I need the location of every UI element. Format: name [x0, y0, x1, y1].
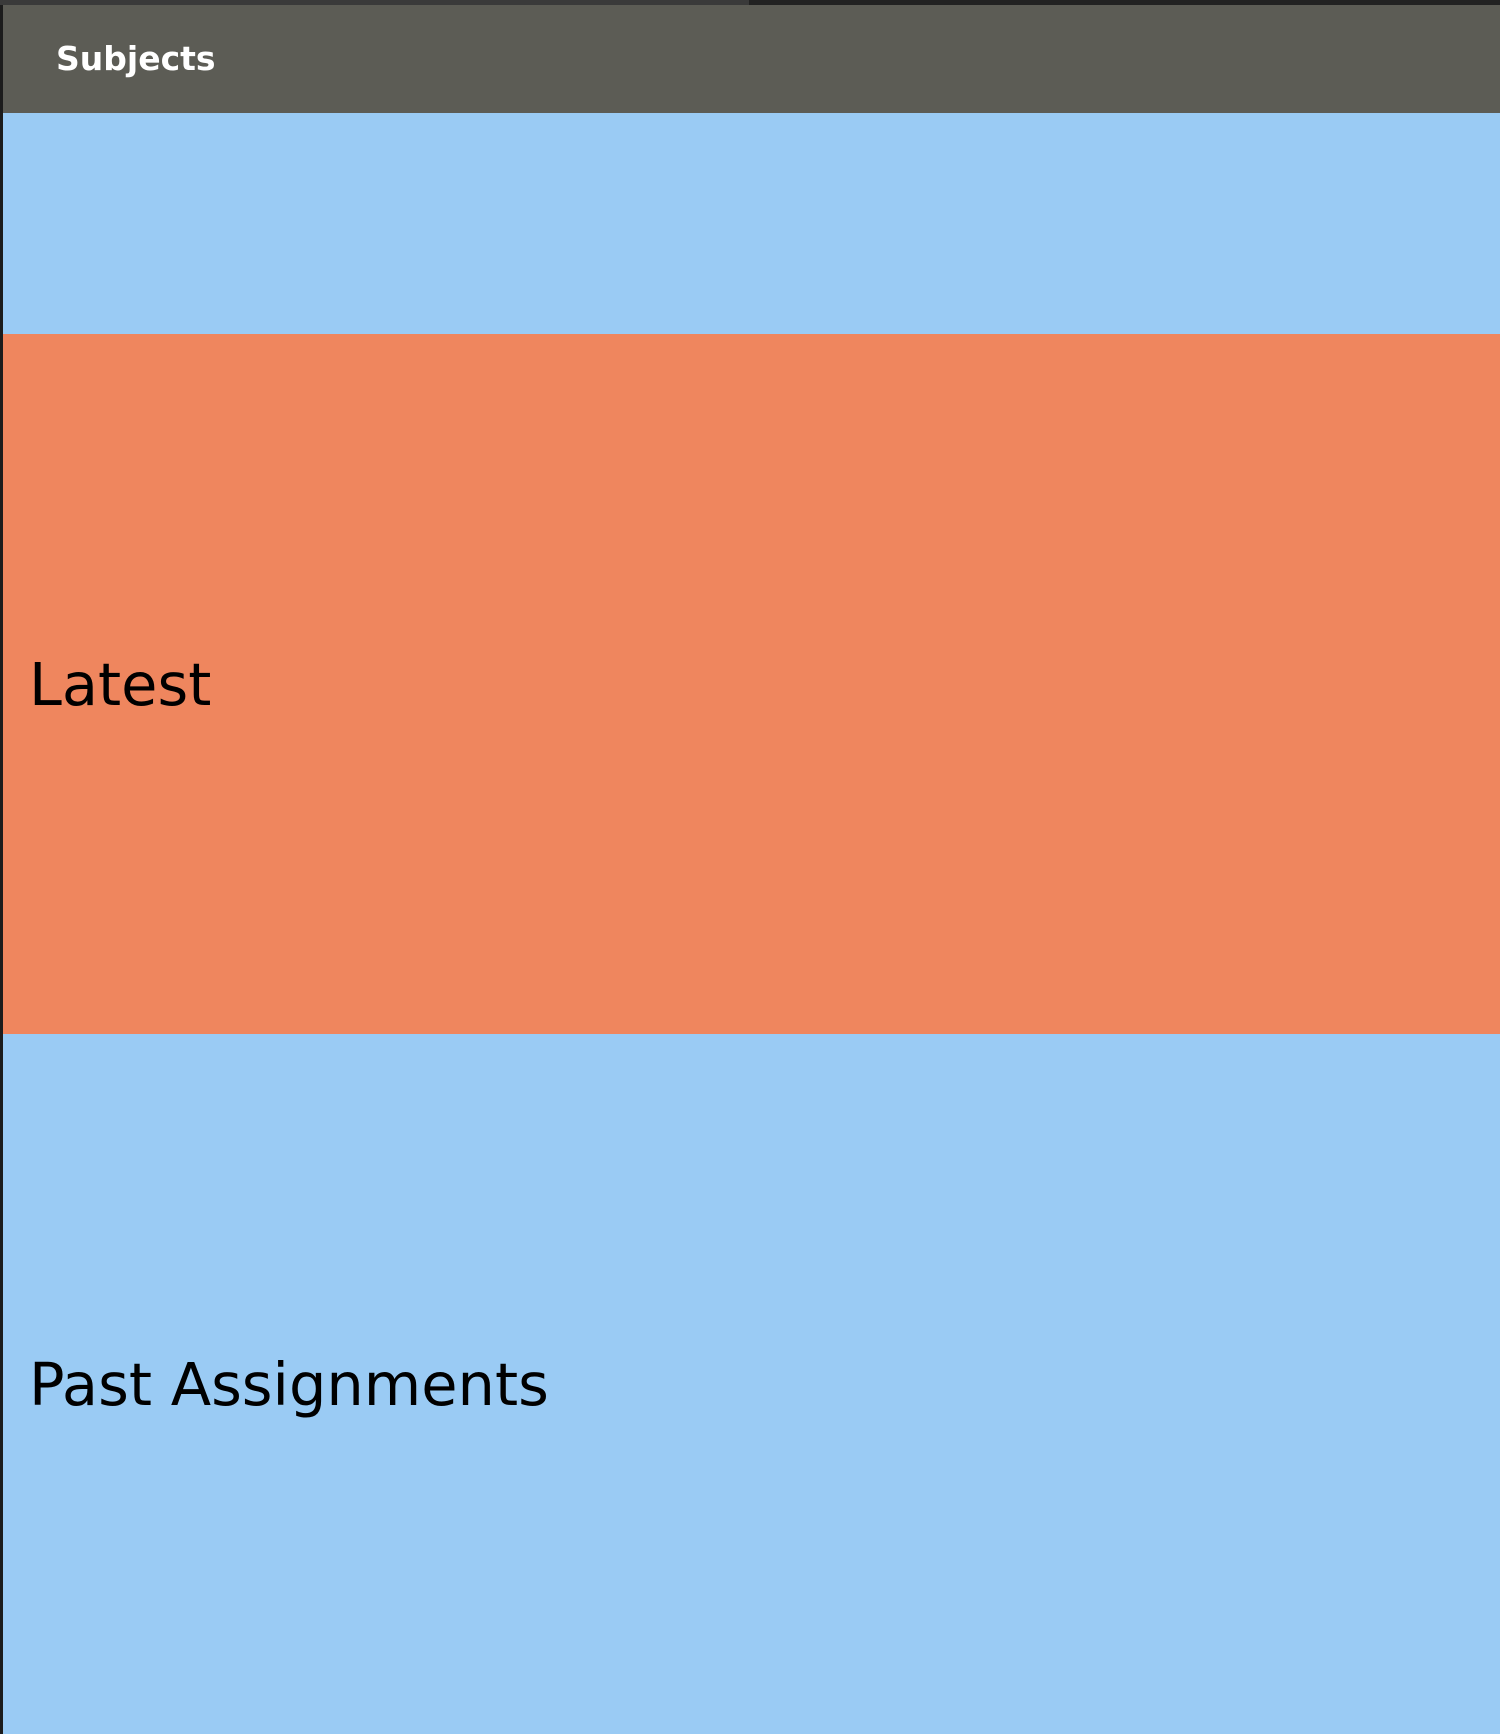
status-strip [0, 0, 1500, 5]
section-latest[interactable]: Latest [3, 334, 1500, 1034]
status-strip-segment [0, 0, 749, 5]
app-bar-title: Subjects [56, 39, 216, 78]
app-bar: Subjects [3, 5, 1500, 113]
section-past-assignments-label: Past Assignments [29, 1349, 549, 1419]
section-latest-label: Latest [29, 649, 212, 719]
section-panel-top[interactable] [3, 113, 1500, 334]
section-past-assignments[interactable]: Past Assignments [3, 1034, 1500, 1734]
